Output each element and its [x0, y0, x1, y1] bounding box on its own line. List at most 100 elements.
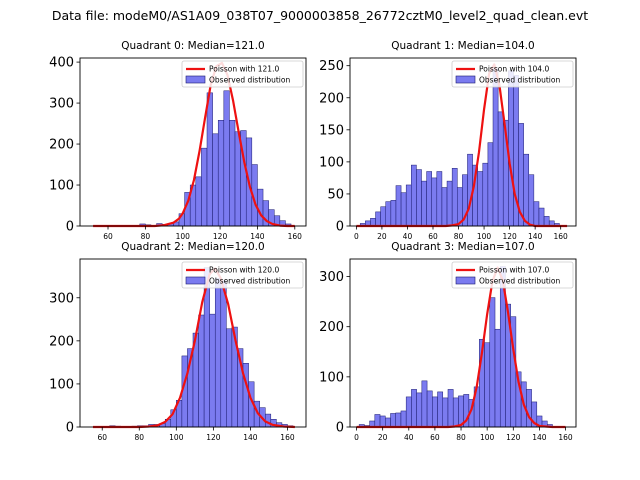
histogram-bar: [492, 68, 499, 227]
histogram-bar: [494, 328, 501, 428]
histogram-bar: [416, 392, 423, 428]
y-tick-label: 200: [319, 91, 344, 106]
histogram-bar: [223, 90, 230, 227]
x-tick-label: 60: [97, 433, 107, 442]
y-tick-label: 100: [319, 370, 344, 385]
histogram-bar: [390, 413, 396, 428]
y-tick-label: 50: [327, 187, 344, 202]
legend: Poisson with 121.0 Observed distribution: [181, 60, 304, 88]
legend-box: [451, 60, 574, 88]
histogram-bar: [411, 389, 417, 428]
histogram-bar: [487, 142, 494, 227]
histogram-bar: [400, 410, 407, 428]
axes-frame: [349, 258, 577, 428]
legend-line-label: Poisson with 121.0: [209, 65, 279, 74]
x-tick-label: 80: [456, 433, 466, 442]
histogram-bar: [390, 200, 397, 227]
x-tick-label: 120: [502, 232, 517, 241]
histogram-bar: [426, 171, 432, 227]
x-tick-label: 160: [554, 232, 569, 241]
histogram-bar: [441, 187, 448, 227]
histogram-bar: [482, 162, 489, 227]
x-tick-label: 100: [169, 433, 184, 442]
histogram-bar: [229, 120, 236, 227]
histogram-bar: [375, 211, 381, 227]
histogram-bar: [379, 415, 386, 428]
x-tick-label: 140: [250, 232, 265, 241]
histogram-bar: [447, 389, 454, 428]
y-tick-label: 200: [49, 334, 74, 349]
quadrant-1-chart: 0 50 100 150 200 250 0 20 40 60 80 100 120 140 160 Quad…: [319, 40, 577, 241]
histogram-bar: [201, 147, 208, 227]
legend-bar-swatch: [185, 75, 206, 84]
quadrant-3-title: Quadrant 3: Median=107.0: [391, 241, 534, 253]
histogram-bar: [416, 169, 422, 227]
x-tick-label: 60: [428, 232, 438, 241]
histogram-bar: [411, 164, 417, 227]
x-tick-label: 140: [532, 433, 547, 442]
legend: Poisson with 120.0 Observed distribution: [181, 261, 304, 289]
axes-frame: [79, 57, 307, 227]
y-tick-label: 0: [66, 421, 74, 436]
histogram-bar: [489, 297, 496, 428]
histogram-bar: [405, 396, 412, 428]
y-tick-label: 100: [49, 377, 74, 392]
y-tick-label: 200: [319, 320, 344, 335]
quadrant-0-chart: 0 100 200 300 400 60 80 100 120 140 160 Quadrant 0:…: [49, 40, 307, 241]
x-tick-label: 100: [480, 433, 495, 442]
histogram-bar: [198, 314, 205, 428]
legend-bar-label: Observed distribution: [479, 76, 560, 85]
figure-suptitle: Data file: modeM0/AS1A09_038T07_90000038…: [52, 8, 588, 23]
histogram-bar: [477, 171, 484, 227]
y-tick-label: 300: [319, 270, 344, 285]
y-tick-label: 100: [319, 155, 344, 170]
histogram-bar: [206, 92, 213, 227]
y-tick-label: 300: [49, 97, 74, 112]
x-tick-label: 140: [243, 433, 258, 442]
x-tick-label: 100: [477, 232, 492, 241]
histogram-bar: [543, 216, 550, 227]
histogram-bar: [385, 201, 392, 227]
x-tick-label: 80: [135, 433, 145, 442]
legend-bar-swatch: [455, 276, 476, 285]
x-tick-label: 0: [354, 232, 359, 241]
axes-frame: [349, 57, 577, 227]
x-tick-label: 60: [430, 433, 440, 442]
quadrant-0-title: Quadrant 0: Median=121.0: [121, 40, 264, 52]
histogram-bar: [405, 184, 412, 227]
histogram-bar: [526, 389, 532, 428]
y-tick-label: 300: [49, 291, 74, 306]
x-tick-label: 20: [377, 232, 387, 241]
histogram-bar: [212, 133, 219, 227]
legend-box: [181, 60, 304, 88]
histogram-bar: [528, 174, 535, 227]
histogram-bar: [380, 206, 387, 227]
quadrant-1-title: Quadrant 1: Median=104.0: [391, 40, 534, 52]
x-tick-label: 120: [213, 232, 228, 241]
histogram-bar: [508, 70, 514, 227]
histogram-bar: [385, 417, 391, 428]
histogram-bar: [400, 192, 407, 227]
histogram-bar: [395, 412, 402, 428]
histogram-bar: [214, 278, 222, 428]
histogram-bar: [265, 413, 272, 428]
y-tick-label: 150: [319, 123, 344, 138]
histogram-bar: [432, 396, 438, 428]
axes-frame: [79, 258, 307, 428]
quadrant-2-title: Quadrant 2: Median=120.0: [121, 241, 264, 253]
x-tick-label: 160: [558, 433, 573, 442]
histogram-bar: [452, 397, 459, 428]
histogram-bar: [220, 280, 227, 428]
x-tick-label: 0: [354, 433, 359, 442]
x-tick-label: 80: [141, 232, 151, 241]
legend-line-label: Poisson with 120.0: [209, 266, 279, 275]
legend-bar-label: Observed distribution: [209, 277, 290, 286]
histogram-bar: [421, 180, 427, 227]
y-tick-label: 250: [319, 59, 344, 74]
y-tick-label: 100: [49, 179, 74, 194]
legend-bar-label: Observed distribution: [479, 277, 560, 286]
quadrant-3-chart: 0 100 200 300 0 20 40 60 80 100 120 140 160 Quadrant …: [319, 241, 577, 442]
x-tick-label: 40: [403, 232, 413, 241]
